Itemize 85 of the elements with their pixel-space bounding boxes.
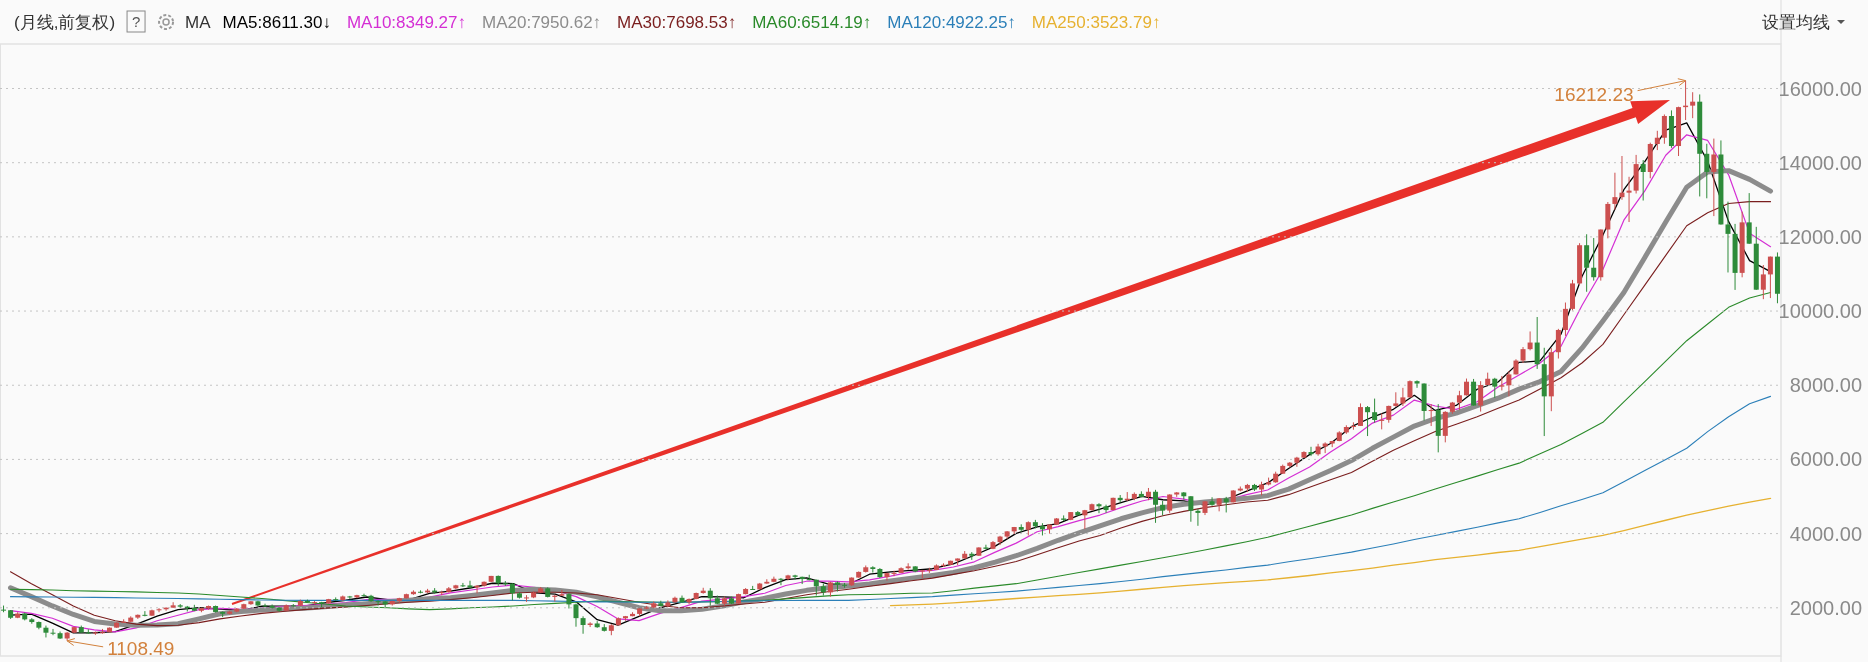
candlestick [1308,446,1314,457]
chart-title: (月线,前复权) [14,13,116,32]
candlestick [1640,159,1646,202]
text: MA250:3523.79↑ [1031,13,1161,32]
y-tick-label: 6000.00 [1789,448,1862,471]
candlestick [1711,138,1717,217]
candlestick [1527,330,1533,351]
candlestick [1372,398,1378,424]
candlestick [1506,370,1512,397]
text: MA [185,13,212,32]
candlestick [1690,91,1696,119]
candlestick [1478,380,1484,413]
candlestick [1400,387,1406,407]
y-tick-label: 4000.00 [1789,522,1862,545]
candlestick [983,544,989,550]
candlestick [1704,143,1710,199]
candlestick [778,577,784,586]
candlestick [1350,421,1356,431]
annotation: 1108.49 [107,637,175,659]
text: ? [131,13,141,30]
candlestick [1612,172,1618,211]
candlestick [1294,456,1300,468]
y-tick-label: 2000.00 [1789,596,1862,619]
candlestick [262,603,268,608]
candlestick [43,625,49,638]
candlestick [1103,504,1109,514]
candlestick [1442,410,1448,443]
candlestick [891,570,897,577]
y-tick-label: 12000.00 [1778,225,1862,248]
candlestick [1760,264,1766,300]
candlestick [361,593,367,598]
candlestick [1456,390,1462,411]
text: MA5:8611.30↓ [222,13,331,32]
candlestick [792,574,798,581]
candlestick [1188,495,1194,523]
text: MA20:7950.62↑ [482,13,602,32]
candlestick [269,603,275,610]
candlestick [1725,201,1731,273]
text: MA30:7698.53↑ [617,13,737,32]
candlestick [1471,378,1477,407]
candlestick [1584,233,1590,293]
candlestick [1619,155,1625,201]
candlestick [142,610,148,617]
candlestick [580,615,586,635]
text: MA60:6514.19↑ [752,13,872,32]
candlestick [1322,441,1328,454]
candlestick [1661,113,1667,145]
annotation: 16212.23 [1554,83,1634,105]
candlestick [1153,489,1159,524]
candlestick [1626,176,1632,223]
candlestick [460,582,466,588]
candlestick [85,628,91,635]
candlestick [1379,412,1385,430]
candlestick [1209,496,1215,507]
text: MA120:4922.25↑ [887,13,1016,32]
y-tick-label: 10000.00 [1778,300,1862,323]
candlestick [1365,405,1371,437]
candlestick [1591,237,1597,282]
candlestick [1428,403,1434,427]
candlestick [587,621,593,628]
candlestick [884,572,890,582]
y-tick-label: 16000.00 [1778,77,1862,100]
text: MA10:8349.27↑ [346,13,467,32]
candlestick [1767,256,1773,299]
candlestick [375,599,381,607]
candlestick [50,628,56,636]
y-tick-label: 14000.00 [1778,151,1862,174]
candlestick [1654,130,1660,151]
candlestick [1195,508,1201,527]
candlestick [1167,493,1173,514]
text: 设置均线 [1762,13,1830,32]
candlestick [156,607,162,613]
candlestick [1492,377,1498,399]
candlestick [559,589,565,597]
candlestick [1216,497,1222,512]
candlestick [474,584,480,594]
candlestick [1534,316,1540,370]
candlestick [1746,192,1752,245]
candlestick [1562,302,1568,337]
candlestick [467,580,473,589]
candlestick [333,596,339,602]
candlestick [1096,502,1102,514]
y-tick-label: 8000.00 [1789,374,1862,397]
candlestick [1555,328,1561,360]
candlestick [1414,379,1420,389]
